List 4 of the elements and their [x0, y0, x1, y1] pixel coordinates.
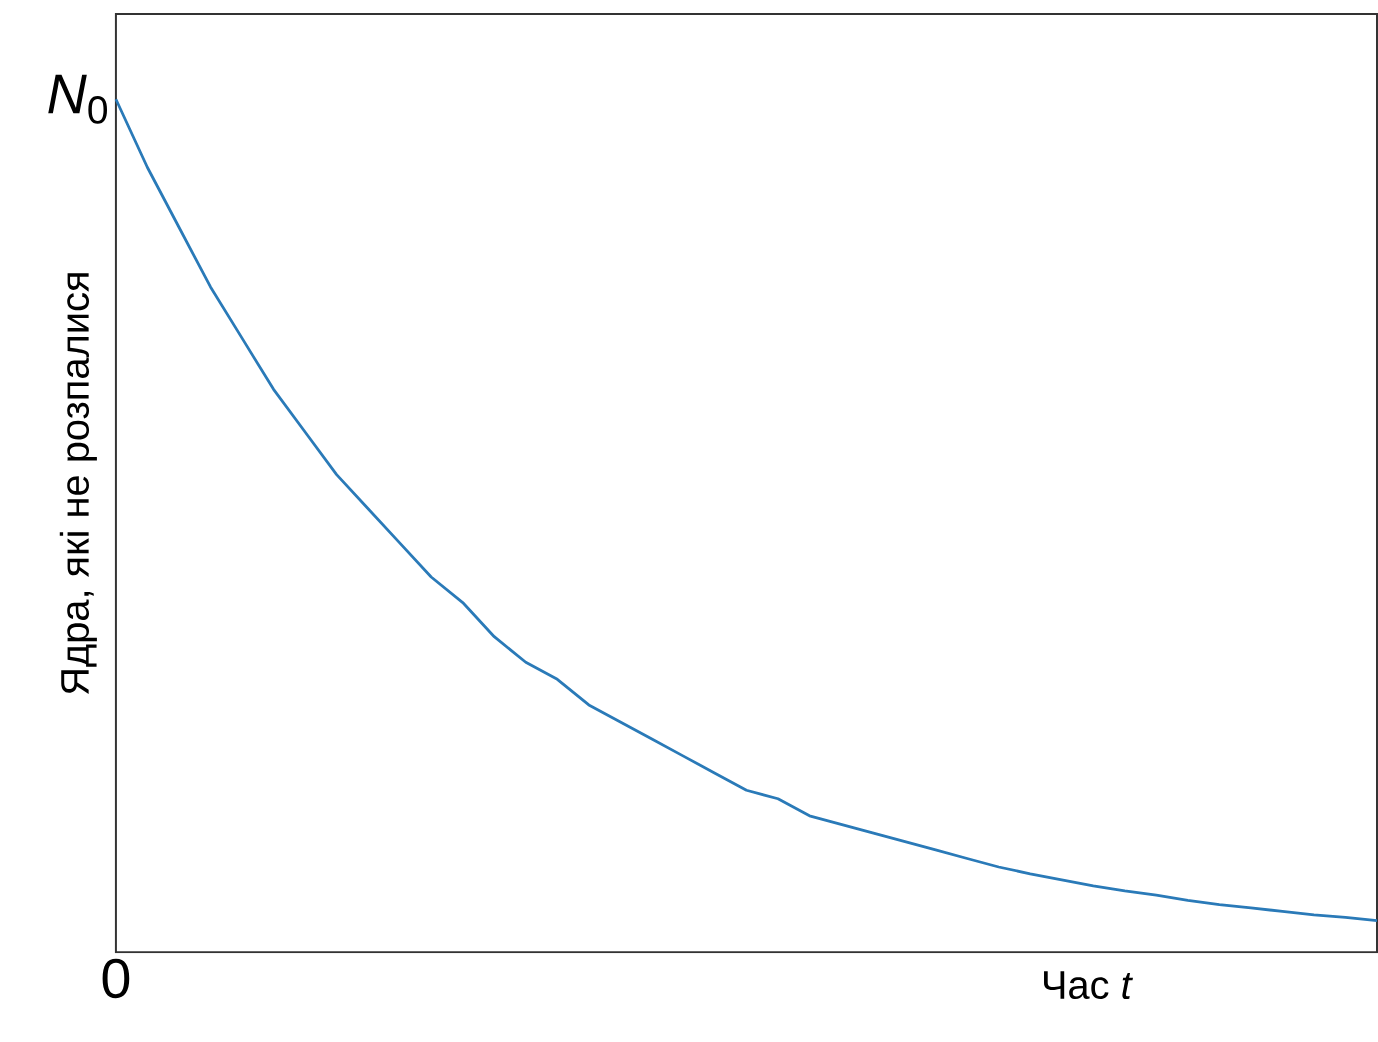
y-axis-title: Ядра, які не розпалися: [59, 273, 97, 694]
text: 0: [102, 958, 130, 999]
x-axis-title: Час t: [1044, 971, 1133, 999]
text: N$_{0}$: [48, 74, 107, 124]
